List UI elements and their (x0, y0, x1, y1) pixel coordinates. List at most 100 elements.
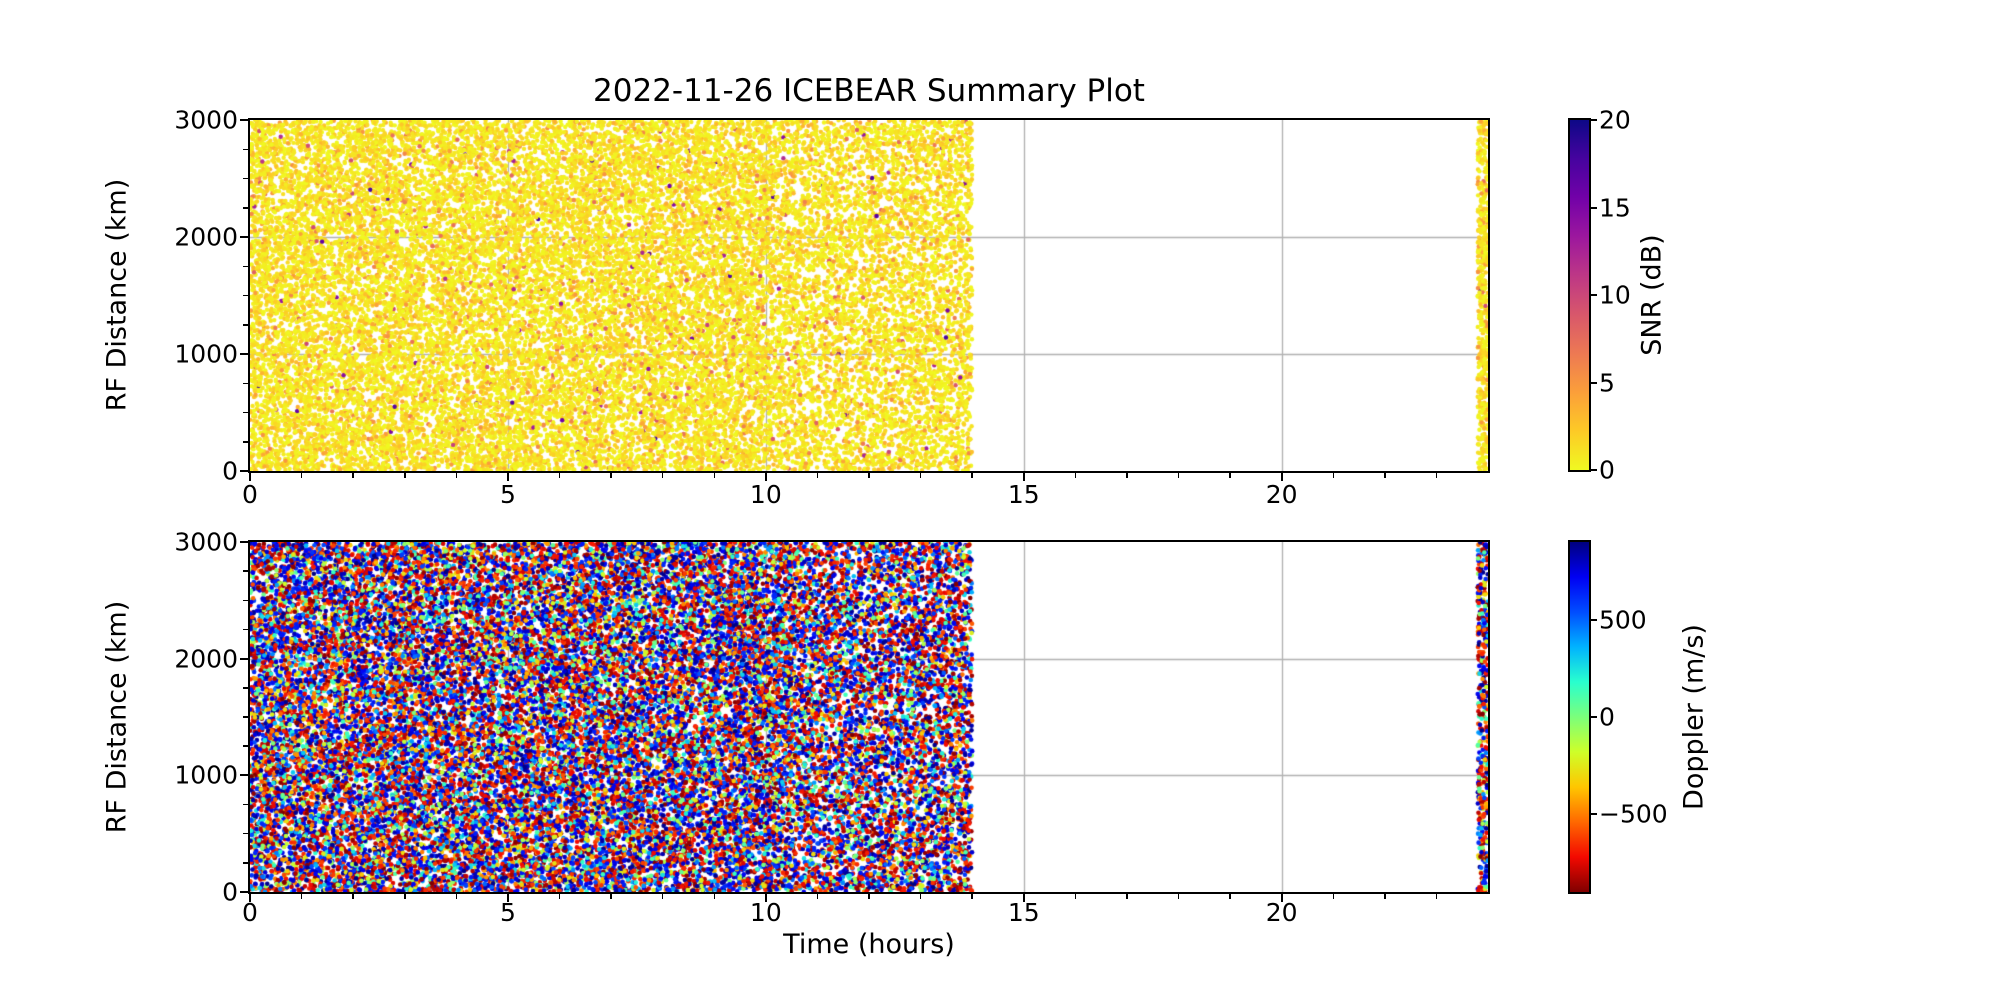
x-minor-tick (352, 473, 354, 478)
colorbar-tick-label: 0 (1599, 455, 1615, 485)
x-minor-tick (919, 894, 922, 899)
x-axis-label: Time (hours) (783, 929, 955, 960)
x-minor-tick (1332, 473, 1334, 478)
y-tick-label: 2000 (174, 644, 238, 674)
y-major-tick (240, 541, 248, 543)
y-minor-tick (243, 862, 248, 864)
doppler-scatter-canvas (250, 542, 1488, 892)
y-minor-tick (243, 803, 248, 806)
y-minor-tick (243, 570, 248, 572)
x-tick-label: 10 (749, 898, 782, 927)
x-minor-tick (868, 473, 870, 478)
plot-title: 2022-11-26 ICEBEAR Summary Plot (593, 73, 1145, 109)
colorbar-tick-label: −500 (1599, 799, 1668, 829)
x-tick-label: 5 (499, 480, 516, 509)
y-major-tick (240, 891, 248, 893)
snr-colorbar-label: SNR (dB) (1636, 234, 1668, 356)
x-minor-tick (713, 473, 715, 478)
x-tick-label: 5 (499, 898, 516, 927)
x-minor-tick (404, 894, 406, 899)
x-minor-tick (919, 473, 922, 478)
y-major-tick (240, 470, 248, 472)
x-minor-tick (1074, 894, 1077, 899)
y-major-tick (240, 236, 248, 238)
x-minor-tick (610, 894, 612, 899)
x-tick-label: 0 (242, 898, 258, 927)
y-minor-tick (243, 265, 248, 267)
x-minor-tick (1177, 473, 1180, 478)
x-minor-tick (1332, 894, 1334, 899)
x-minor-tick (816, 894, 819, 899)
y-minor-tick (243, 832, 248, 835)
colorbar-tick (1591, 469, 1597, 471)
x-tick-label: 15 (1007, 898, 1040, 927)
snr-y-axis-label: RF Distance (km) (101, 178, 133, 412)
y-major-tick (240, 657, 248, 660)
y-minor-tick (243, 148, 248, 150)
doppler-colorbar-label: Doppler (m/s) (1678, 624, 1710, 810)
y-tick-label: 3000 (174, 105, 238, 135)
y-minor-tick (243, 324, 248, 326)
doppler-y-axis-label: RF Distance (km) (101, 600, 133, 834)
colorbar-tick-label: 5 (1599, 368, 1615, 397)
colorbar-tick (1591, 618, 1597, 621)
x-minor-tick (1126, 894, 1128, 899)
doppler-panel-frame (248, 540, 1490, 894)
x-tick-label: 10 (749, 480, 782, 509)
colorbar-tick (1591, 716, 1597, 718)
x-minor-tick (1384, 894, 1386, 899)
y-minor-tick (243, 628, 248, 631)
snr-panel-frame (248, 118, 1490, 473)
x-major-tick (506, 894, 509, 902)
y-major-tick (240, 119, 248, 121)
colorbar-tick (1591, 294, 1597, 296)
y-minor-tick (243, 411, 248, 414)
y-minor-tick (243, 687, 248, 689)
colorbar-tick-label: 500 (1599, 605, 1647, 635)
y-tick-label: 0 (222, 456, 238, 486)
colorbar-tick (1591, 381, 1597, 384)
y-major-tick (240, 353, 248, 355)
x-minor-tick (404, 473, 406, 478)
colorbar-tick (1591, 206, 1597, 209)
colorbar-tick-label: 0 (1599, 702, 1615, 732)
y-tick-label: 0 (222, 877, 238, 907)
x-minor-tick (1435, 473, 1438, 478)
y-tick-label: 2000 (174, 222, 238, 252)
x-minor-tick (1074, 473, 1077, 478)
x-tick-label: 20 (1265, 480, 1298, 509)
x-major-tick (249, 473, 251, 481)
x-tick-label: 0 (242, 480, 258, 509)
x-tick-label: 15 (1007, 480, 1040, 509)
y-minor-tick (243, 745, 248, 747)
colorbar-tick-label: 15 (1599, 193, 1631, 222)
y-minor-tick (243, 441, 248, 443)
y-minor-tick (243, 716, 248, 718)
colorbar-tick (1591, 119, 1597, 121)
doppler-colorbar (1568, 540, 1591, 894)
x-major-tick (764, 894, 767, 902)
y-tick-label: 1000 (174, 339, 238, 369)
x-major-tick (1280, 894, 1283, 902)
x-minor-tick (455, 894, 458, 899)
y-minor-tick (243, 207, 248, 209)
x-minor-tick (1435, 894, 1438, 899)
snr-scatter-canvas (250, 120, 1488, 471)
y-minor-tick (243, 294, 248, 297)
x-minor-tick (352, 894, 354, 899)
x-minor-tick (1177, 894, 1180, 899)
x-minor-tick (868, 894, 870, 899)
y-minor-tick (243, 599, 248, 602)
x-minor-tick (816, 473, 819, 478)
colorbar-tick-label: 20 (1599, 105, 1631, 135)
x-minor-tick (1229, 473, 1231, 478)
x-minor-tick (300, 473, 303, 478)
x-minor-tick (610, 473, 612, 478)
x-major-tick (506, 473, 509, 481)
x-major-tick (1022, 894, 1025, 902)
x-minor-tick (1384, 473, 1386, 478)
x-minor-tick (1126, 473, 1128, 478)
y-minor-tick (243, 382, 248, 384)
x-tick-label: 20 (1265, 898, 1298, 927)
